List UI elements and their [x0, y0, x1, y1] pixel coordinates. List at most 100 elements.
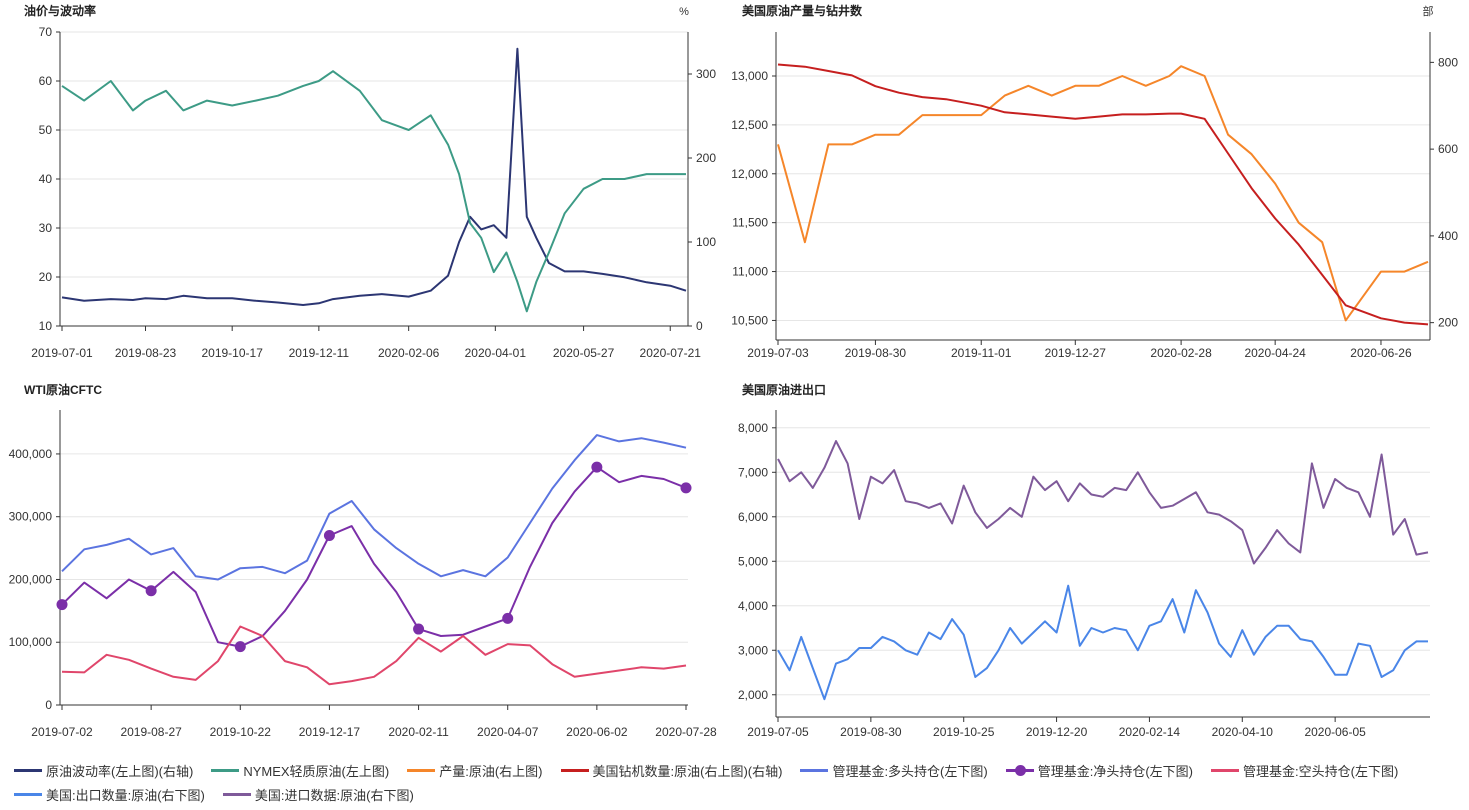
- y-tick-label: 12,000: [731, 167, 768, 181]
- legend-label: 原油波动率(左上图)(右轴): [46, 763, 194, 779]
- series-point: [323, 530, 335, 542]
- legend-swatch: [1005, 764, 1034, 776]
- legend-swatch: [560, 768, 589, 772]
- legend-items: 原油波动率(左上图)(右轴) NYMEX轻质原油(左上图) 产量:原油(右上图) 美国…: [14, 760, 1454, 804]
- legend-item[interactable]: 管理基金:多头持仓(左下图): [800, 760, 988, 780]
- series-line-1: [777, 65, 1429, 322]
- chart-title: 美国原油产量与钻井数: [742, 3, 863, 18]
- y-right-tick-label: 200: [1438, 316, 1458, 330]
- x-tick-label: 2020-02-14: [1119, 725, 1181, 739]
- legend-label: 美国钻机数量:原油(右上图)(右轴): [592, 763, 783, 779]
- series-line-1: [61, 434, 687, 581]
- legend-swatch: [211, 768, 240, 772]
- legend-item[interactable]: 产量:原油(右上图): [407, 760, 543, 780]
- y-right-tick-label: 100: [696, 235, 716, 249]
- y-right-tick-label: 300: [696, 67, 716, 81]
- legend-label: 美国:进口数据:原油(右下图): [254, 787, 414, 803]
- right-axis-unit: 部: [1423, 4, 1434, 18]
- legend-item[interactable]: 管理基金:空头持仓(左下图): [1211, 760, 1398, 780]
- y-tick-label: 3,000: [738, 643, 768, 657]
- x-tick-label: 2019-10-25: [933, 725, 995, 739]
- y-tick-label: 10,500: [731, 313, 768, 327]
- y-tick-label: 40: [39, 172, 53, 186]
- legend-item[interactable]: 美国钻机数量:原油(右上图)(右轴): [560, 760, 783, 780]
- y-tick-label: 100,000: [9, 635, 53, 649]
- y-tick-label: 30: [39, 221, 53, 235]
- chart-panel-4: 美国原油进出口 2,000 3,000 4,000 5,000 6,000 7,000 8,0…: [738, 382, 1430, 739]
- y-tick-label: 300,000: [9, 510, 53, 524]
- x-tick-label: 2020-06-05: [1304, 725, 1366, 739]
- x-tick-label: 2019-08-27: [120, 725, 182, 739]
- chart-panel-3: WTI原油CFTC 0 100,000 200,000 300,000 400,000 20…: [9, 382, 717, 739]
- x-tick-label: 2020-06-26: [1350, 346, 1412, 360]
- y-tick-label: 12,500: [731, 118, 768, 132]
- x-tick-label: 2020-05-27: [553, 346, 615, 360]
- legend-item[interactable]: NYMEX轻质原油(左上图): [211, 760, 389, 780]
- series-line-3: [61, 625, 687, 686]
- x-tick-label: 2020-04-10: [1212, 725, 1274, 739]
- legend-item[interactable]: 原油波动率(左上图)(右轴): [14, 760, 193, 780]
- x-tick-label: 2019-07-03: [747, 346, 809, 360]
- x-tick-label: 2020-02-28: [1150, 346, 1212, 360]
- y-right-tick-label: 600: [1438, 142, 1458, 156]
- legend-label: 产量:原油(右上图): [439, 763, 543, 779]
- legend-swatch: [222, 792, 251, 796]
- y-tick-label: 5,000: [738, 554, 768, 568]
- x-tick-label: 2020-06-02: [566, 725, 628, 739]
- x-tick-label: 2019-07-01: [31, 346, 93, 360]
- y-tick-label: 7,000: [738, 465, 768, 479]
- y-right-tick-label: 0: [696, 319, 703, 333]
- y-tick-label: 11,500: [732, 216, 768, 230]
- y-right-tick-label: 200: [696, 151, 716, 165]
- x-tick-label: 2019-08-23: [115, 346, 177, 360]
- chart-panel-1: 油价与波动率 % 10 20 30 40 50 60 70 0 100 200 300 2019-07-0…: [24, 3, 716, 360]
- x-tick-label: 2020-02-11: [388, 725, 449, 739]
- series-line-2: [61, 466, 687, 648]
- y-tick-label: 13,000: [731, 69, 768, 83]
- legend-swatch: [14, 792, 42, 796]
- legend-label: 美国:出口数量:原油(右下图): [46, 787, 205, 803]
- legend-swatch: [407, 768, 436, 772]
- series-line-1: [61, 47, 687, 306]
- y-tick-label: 20: [39, 270, 53, 284]
- series-point: [591, 461, 603, 473]
- series-point: [145, 585, 157, 597]
- chart-title: 油价与波动率: [24, 3, 96, 18]
- series-point: [56, 599, 68, 611]
- legend-marker: [1014, 764, 1026, 776]
- x-tick-label: 2019-07-05: [747, 725, 809, 739]
- x-tick-label: 2019-12-27: [1045, 346, 1107, 360]
- legend-swatch: [1211, 768, 1239, 772]
- x-tick-label: 2019-12-17: [299, 725, 361, 739]
- chart-title: WTI原油CFTC: [24, 382, 102, 397]
- x-tick-label: 2019-07-02: [31, 725, 93, 739]
- series-line-2: [61, 70, 686, 313]
- y-tick-label: 4,000: [738, 599, 768, 613]
- chart-panel-2: 美国原油产量与钻井数 部 10,500 11,000 11,500 12,000 12,50…: [731, 3, 1458, 360]
- y-tick-label: 10: [39, 319, 53, 333]
- legend-item[interactable]: 美国:出口数量:原油(右下图): [14, 784, 205, 804]
- y-tick-label: 400,000: [9, 447, 53, 461]
- legend-swatch: [800, 768, 829, 772]
- legend-item[interactable]: 管理基金:净头持仓(左下图): [1005, 760, 1193, 780]
- x-tick-label: 2020-07-28: [655, 725, 717, 739]
- legend-item[interactable]: 美国:进口数据:原油(右下图): [222, 784, 414, 804]
- y-right-tick-label: 400: [1438, 229, 1458, 243]
- y-tick-label: 11,000: [732, 265, 768, 279]
- series-point: [680, 482, 692, 494]
- y-right-tick-label: 800: [1438, 55, 1458, 69]
- chart-canvas: 油价与波动率 % 10 20 30 40 50 60 70 0 100 200 300 2019-07-0…: [9, 3, 1459, 739]
- legend-label: 管理基金:净头持仓(左下图): [1037, 763, 1193, 779]
- legend-label: NYMEX轻质原油(左上图): [243, 763, 390, 779]
- y-tick-label: 70: [39, 25, 53, 39]
- y-tick-label: 50: [39, 123, 53, 137]
- y-tick-label: 60: [39, 74, 53, 88]
- y-tick-label: 0: [45, 698, 52, 712]
- x-tick-label: 2020-04-24: [1244, 346, 1306, 360]
- chart-legend: 原油波动率(左上图)(右轴) NYMEX轻质原油(左上图) 产量:原油(右上图) 美国…: [14, 760, 1454, 804]
- x-tick-label: 2020-07-21: [640, 346, 702, 360]
- x-tick-label: 2019-12-20: [1026, 725, 1088, 739]
- series-point: [234, 641, 246, 653]
- x-tick-label: 2019-10-17: [201, 346, 263, 360]
- legend-label: 管理基金:空头持仓(左下图): [1243, 763, 1399, 779]
